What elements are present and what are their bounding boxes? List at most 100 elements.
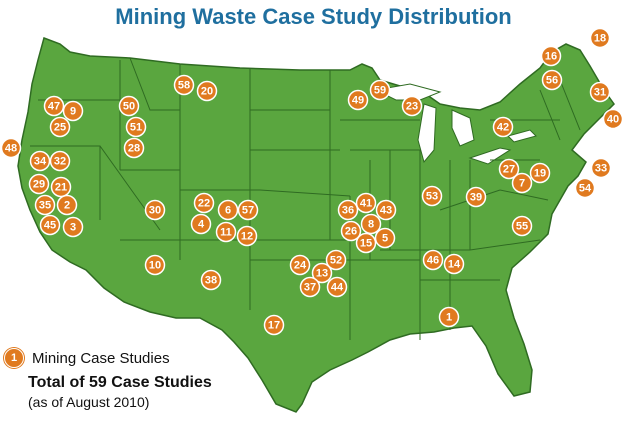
marker-number: 8: [368, 219, 374, 231]
marker-number: 59: [374, 85, 386, 97]
marker-circle: [173, 74, 195, 96]
marker-circle: [602, 108, 624, 130]
marker-number: 45: [44, 220, 56, 232]
legend-as-of: (as of August 2010): [28, 394, 150, 410]
case-study-marker-1: 1: [438, 306, 460, 328]
marker-circle: [125, 116, 147, 138]
marker-circle: [325, 249, 347, 271]
case-study-marker-53: 53: [421, 185, 443, 207]
marker-circle: [422, 249, 444, 271]
legend-total: Total of 59 Case Studies: [28, 374, 212, 391]
case-study-marker-20: 20: [196, 80, 218, 102]
marker-circle: [236, 225, 258, 247]
marker-number: 17: [268, 320, 280, 332]
marker-circle: [50, 176, 72, 198]
marker-circle: [43, 95, 65, 117]
marker-circle: [263, 314, 285, 336]
marker-circle: [511, 215, 533, 237]
lake-superior: [374, 83, 442, 101]
case-study-marker-57: 57: [237, 199, 259, 221]
marker-circle: [498, 158, 520, 180]
marker-circle: [360, 213, 382, 235]
marker-circle: [355, 192, 377, 214]
case-study-marker-26: 26: [340, 220, 362, 242]
marker-circle: [443, 253, 465, 275]
marker-number: 22: [198, 198, 210, 210]
marker-circle: [337, 199, 359, 221]
marker-number: 21: [55, 182, 67, 194]
case-study-marker-47: 47: [43, 95, 65, 117]
marker-circle: [574, 177, 596, 199]
case-study-marker-16: 16: [540, 45, 562, 67]
marker-number: 31: [594, 87, 606, 99]
marker-number: 39: [470, 192, 482, 204]
marker-circle: [62, 100, 84, 122]
marker-number: 56: [546, 75, 558, 87]
case-study-marker-54: 54: [574, 177, 596, 199]
marker-circle: [401, 95, 423, 117]
marker-circle: [196, 80, 218, 102]
case-study-marker-49: 49: [347, 89, 369, 111]
marker-number: 46: [427, 255, 439, 267]
legend-marker-icon: 1: [4, 348, 24, 368]
case-study-marker-29: 29: [28, 173, 50, 195]
marker-circle: [123, 137, 145, 159]
case-study-marker-30: 30: [144, 199, 166, 221]
case-study-marker-31: 31: [589, 81, 611, 103]
marker-number: 49: [352, 95, 364, 107]
marker-circle: [118, 95, 140, 117]
marker-number: 19: [534, 168, 546, 180]
case-study-marker-4: 4: [190, 213, 212, 235]
case-study-marker-38: 38: [200, 269, 222, 291]
marker-number: 57: [242, 205, 254, 217]
marker-number: 20: [201, 86, 213, 98]
marker-circle: [0, 137, 22, 159]
marker-number: 12: [241, 231, 253, 243]
marker-number: 6: [225, 205, 231, 217]
marker-number: 52: [330, 255, 342, 267]
marker-number: 26: [345, 226, 357, 238]
marker-number: 47: [48, 101, 60, 113]
case-study-marker-41: 41: [355, 192, 377, 214]
marker-circle: [438, 306, 460, 328]
marker-number: 41: [360, 198, 372, 210]
marker-circle: [529, 162, 551, 184]
case-study-marker-17: 17: [263, 314, 285, 336]
marker-circle: [237, 199, 259, 221]
marker-number: 50: [123, 101, 135, 113]
marker-number: 29: [33, 179, 45, 191]
case-study-marker-50: 50: [118, 95, 140, 117]
marker-number: 34: [34, 156, 47, 168]
marker-number: 10: [149, 260, 161, 272]
marker-circle: [299, 276, 321, 298]
case-study-marker-42: 42: [492, 116, 514, 138]
case-study-marker-27: 27: [498, 158, 520, 180]
case-study-marker-45: 45: [39, 214, 61, 236]
marker-circle: [589, 27, 611, 49]
lake-erie: [468, 147, 512, 165]
marker-circle: [190, 213, 212, 235]
case-study-marker-32: 32: [49, 150, 71, 172]
marker-number: 27: [503, 164, 515, 176]
case-study-marker-28: 28: [123, 137, 145, 159]
marker-circle: [56, 194, 78, 216]
marker-circle: [492, 116, 514, 138]
case-study-marker-14: 14: [443, 253, 465, 275]
marker-circle: [374, 227, 396, 249]
case-study-marker-19: 19: [529, 162, 551, 184]
marker-number: 53: [426, 191, 438, 203]
marker-number: 16: [545, 51, 557, 63]
marker-number: 28: [128, 143, 140, 155]
marker-circle: [62, 216, 84, 238]
case-study-marker-10: 10: [144, 254, 166, 276]
case-study-marker-23: 23: [401, 95, 423, 117]
marker-circle: [144, 254, 166, 276]
map-title: Mining Waste Case Study Distribution: [115, 4, 512, 29]
legend-marker-label: Mining Case Studies: [32, 349, 170, 367]
marker-circle: [347, 89, 369, 111]
marker-circle: [29, 150, 51, 172]
marker-number: 9: [70, 106, 76, 118]
case-study-marker-21: 21: [50, 176, 72, 198]
